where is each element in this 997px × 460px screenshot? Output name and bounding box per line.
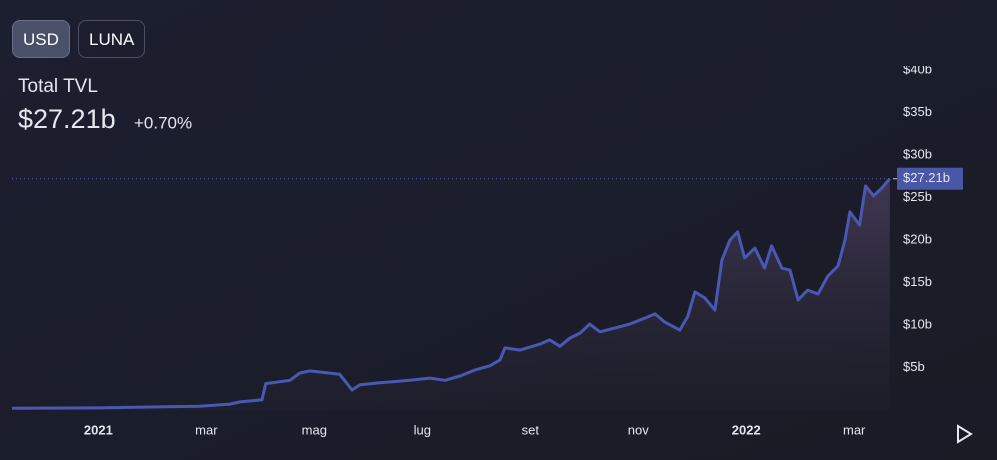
currency-button[interactable]: LUNA	[78, 20, 146, 58]
x-tick-label: nov	[628, 422, 649, 437]
currency-button[interactable]: USD	[12, 20, 70, 58]
y-tick-label: $25b	[903, 189, 932, 204]
x-tick-label: mar	[195, 422, 218, 437]
last-value-label: $27.21b	[903, 170, 950, 185]
y-tick-label: $15b	[903, 274, 932, 289]
x-tick-label: mag	[302, 422, 327, 437]
x-tick-label: lug	[414, 422, 431, 437]
x-tick-label: 2021	[84, 422, 113, 437]
play-button[interactable]	[957, 424, 973, 444]
plot: $5b $10b $15b $20b $25b $30b $35b $40b	[11, 61, 932, 410]
y-tick-label: $5b	[903, 359, 925, 374]
last-value-box	[897, 167, 963, 190]
change: +0.70%	[134, 113, 192, 132]
y-tick-label: $10b	[903, 316, 932, 331]
chart-title: Total TVL	[18, 76, 98, 97]
y-tick-label: $20b	[903, 231, 932, 246]
x-tick-label: mar	[843, 422, 866, 437]
x-tick-label: 2022	[732, 422, 761, 437]
y-tick-label: $35b	[903, 104, 932, 119]
x-tick-label: set	[522, 422, 540, 437]
y-tick-label: $40b	[903, 61, 932, 76]
line	[11, 177, 891, 410]
current-value: $27.21b	[18, 104, 116, 134]
y-tick-label: $30b	[903, 146, 932, 161]
area-fill	[12, 178, 890, 410]
